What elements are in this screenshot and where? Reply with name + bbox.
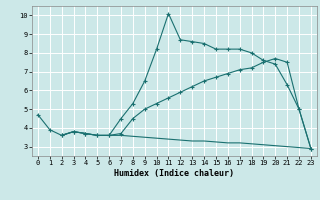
X-axis label: Humidex (Indice chaleur): Humidex (Indice chaleur) — [115, 169, 234, 178]
